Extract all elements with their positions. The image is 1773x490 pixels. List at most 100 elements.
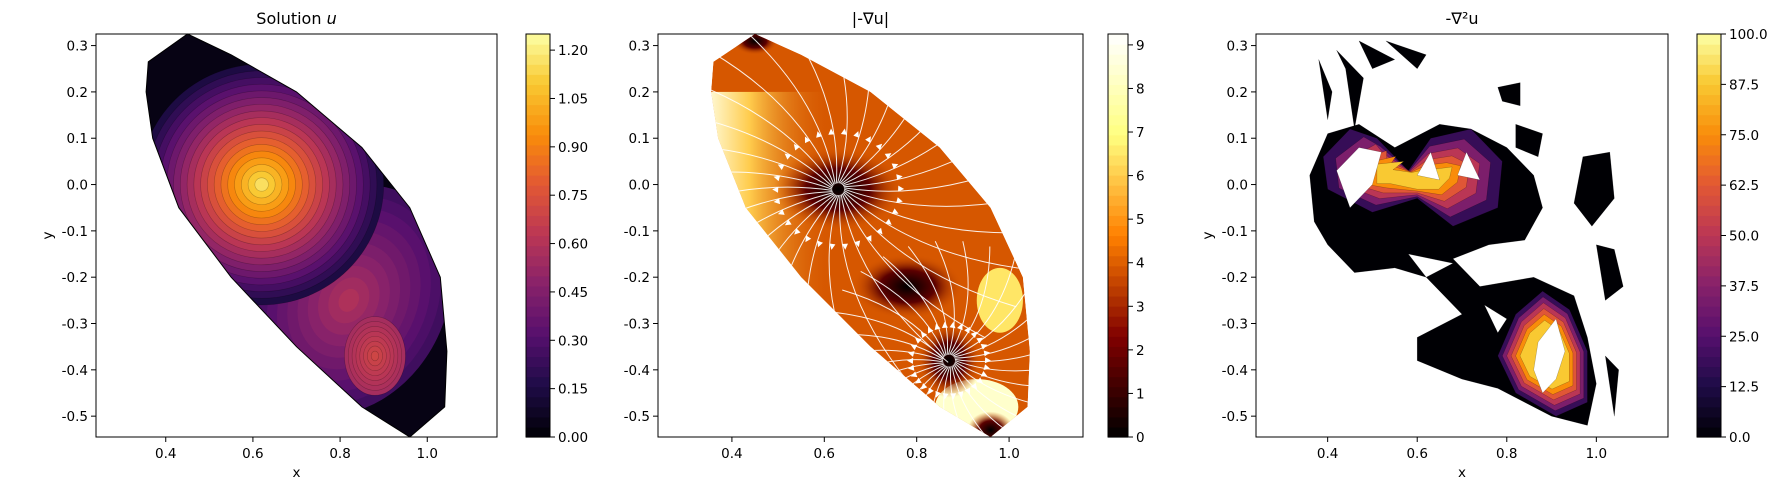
- colorbar-band: [1108, 295, 1128, 307]
- colorbar-band: [1108, 185, 1128, 196]
- y-tick-label: 0.0: [1227, 178, 1248, 194]
- colorbar-band: [1108, 366, 1128, 378]
- colorbar-band: [526, 44, 550, 55]
- x-tick-label: 0.6: [242, 446, 263, 462]
- colorbar-band: [526, 396, 550, 408]
- colorbar-band: [1108, 205, 1128, 216]
- streamlines: [711, 34, 1030, 437]
- colorbar-band: [526, 134, 550, 146]
- colorbar-band: [1697, 104, 1721, 116]
- streamline: [711, 107, 834, 188]
- contour-region: [1605, 355, 1619, 417]
- colorbar-band: [526, 306, 550, 317]
- y-tick-label: -0.1: [624, 224, 650, 240]
- gradient-field: [711, 34, 1030, 437]
- streamline: [951, 365, 1016, 437]
- streamline-arrow: [777, 209, 785, 215]
- colorbar-band: [526, 326, 550, 337]
- contour-region: [1385, 40, 1427, 70]
- streamline: [841, 193, 986, 339]
- colorbar-band: [1697, 255, 1721, 267]
- contour-region: [1515, 124, 1543, 158]
- colorbar-band: [1108, 426, 1128, 438]
- streamline: [950, 246, 991, 356]
- y-tick-label: 0.0: [629, 178, 650, 194]
- laplacian-field: [1309, 40, 1624, 426]
- colorbar-band: [1697, 396, 1721, 408]
- streamline: [949, 241, 969, 355]
- gap-region: [1483, 304, 1508, 334]
- streamline-arrow: [980, 344, 988, 350]
- streamline-arrow: [896, 174, 903, 181]
- colorbar-band: [1697, 74, 1721, 85]
- streamline-arrow: [984, 357, 992, 364]
- colorbar-band: [1697, 195, 1721, 206]
- y-tick-label: 0.3: [67, 39, 88, 55]
- y-tick-label: 0.3: [1227, 39, 1248, 55]
- colorbar-band: [1108, 376, 1128, 388]
- streamline-arrow: [891, 163, 899, 170]
- x-axis-label: x: [1458, 465, 1466, 481]
- x-tick-label: 0.4: [155, 446, 176, 462]
- colorbar-tick-label: 3: [1136, 299, 1145, 315]
- streamline: [843, 188, 1030, 207]
- colorbar-band: [1108, 124, 1128, 136]
- colorbar-tick-label: 87.5: [1729, 77, 1759, 93]
- colorbar-band: [1697, 54, 1721, 65]
- colorbar-band: [526, 215, 550, 227]
- colorbar-band: [1108, 225, 1128, 237]
- colorbar: 0.00 0.15 0.30 0.45 0.60 0.75 0.90 1.05 1.20: [525, 33, 588, 446]
- colorbar-band: [1697, 124, 1721, 136]
- streamline-arrow: [910, 371, 918, 378]
- streamline: [711, 71, 834, 186]
- streamline: [954, 360, 1030, 372]
- contour-region: [1376, 161, 1453, 190]
- colorbar-band: [526, 366, 550, 378]
- streamline-arrow: [907, 351, 915, 357]
- streamline: [711, 145, 833, 189]
- colorbar-band: [526, 84, 550, 96]
- colorbar-tick-label: 8: [1136, 81, 1145, 97]
- streamline-arrow: [928, 387, 934, 395]
- colorbar-band: [1108, 54, 1128, 65]
- gap-region: [1407, 253, 1454, 278]
- y-tick-label: -0.5: [62, 409, 88, 425]
- streamline-arrow: [829, 243, 836, 250]
- streamline: [814, 34, 848, 184]
- colorbar-band: [526, 346, 550, 357]
- panel-2: |-∇u| 0.4 0.6 0.8 1.0 -0.5 -0.4 -0.3 -0.2 -0.1 0.0…: [624, 9, 1145, 462]
- x-tick-label: 0.6: [814, 446, 835, 462]
- y-tick-label: -0.5: [624, 409, 650, 425]
- low-gradient-region: [967, 411, 1014, 437]
- colorbar-tick-label: 50.0: [1729, 229, 1759, 245]
- streamline-arrow: [949, 321, 956, 329]
- saturated-region: [1336, 147, 1382, 209]
- colorbar-frame: [1107, 33, 1129, 438]
- colorbar-band: [526, 416, 550, 428]
- contour-band: [370, 350, 380, 362]
- colorbar-band: [526, 205, 550, 216]
- streamline-arrow: [885, 218, 892, 225]
- streamline-arrow: [772, 186, 779, 193]
- y-tick-label: 0.1: [67, 131, 88, 147]
- colorbar-band: [1697, 64, 1721, 75]
- colorbar-band: [1108, 164, 1128, 176]
- colorbar-band: [526, 154, 550, 166]
- colorbar-band: [526, 94, 550, 106]
- streamline-arrow: [773, 175, 781, 182]
- colorbar-tick-label: 0.90: [558, 140, 588, 156]
- colorbar-band: [1697, 336, 1721, 347]
- chart-title: -∇²u: [1445, 9, 1478, 28]
- colorbar-band: [1697, 205, 1721, 216]
- y-tick-label: -0.5: [1222, 409, 1248, 425]
- colorbar-tick-label: 0: [1136, 430, 1145, 446]
- colorbar-band: [1697, 285, 1721, 297]
- y-tick-label: 0.2: [629, 85, 650, 101]
- x-tick-label: 0.4: [1317, 446, 1338, 462]
- colorbar-tick-label: 0.45: [558, 285, 588, 301]
- plot-frame: [657, 33, 1084, 438]
- colorbar-band: [1697, 316, 1721, 327]
- colorbar-tick-label: 100.0: [1729, 27, 1768, 43]
- colorbar-band: [1108, 386, 1128, 398]
